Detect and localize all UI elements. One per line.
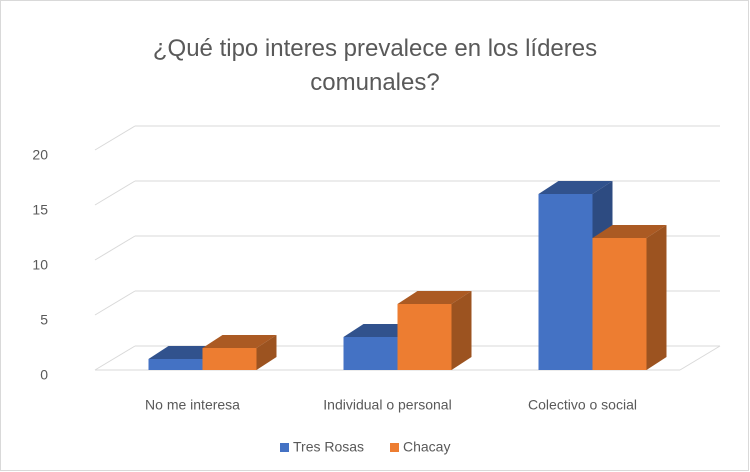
legend-swatch <box>390 443 399 452</box>
bar-top <box>397 291 472 304</box>
grid-line-side <box>94 125 136 151</box>
y-tick-label: 0 <box>40 367 48 383</box>
chart-title: ¿Qué tipo interes prevalece en los líder… <box>152 35 598 96</box>
y-tick-label: 10 <box>32 257 48 273</box>
bar <box>397 304 452 370</box>
legend-label: Tres Rosas <box>293 439 364 455</box>
bar <box>592 238 647 370</box>
bar-top <box>592 225 667 238</box>
x-tick-label: Individual o personal <box>323 397 451 413</box>
floor-side <box>679 345 721 371</box>
bar <box>538 194 593 370</box>
x-tick-label: No me interesa <box>145 397 240 413</box>
x-tick-label: Colectivo o social <box>528 397 637 413</box>
bar <box>202 348 257 370</box>
bar <box>343 337 398 370</box>
bar-side <box>256 335 277 370</box>
grid-line-side <box>94 290 136 316</box>
y-tick-label: 5 <box>40 312 48 328</box>
bar-side <box>451 291 472 370</box>
y-tick-label: 15 <box>32 202 48 218</box>
grid-line-side <box>94 235 136 261</box>
bar-top <box>202 335 277 348</box>
bar-side <box>646 225 667 370</box>
bar-top <box>538 181 613 194</box>
legend-label: Chacay <box>403 439 450 455</box>
grid-line-side <box>94 180 136 206</box>
y-tick-label: 20 <box>32 147 48 163</box>
grid-line-side <box>94 345 136 371</box>
legend-swatch <box>280 443 289 452</box>
bar <box>148 359 203 370</box>
